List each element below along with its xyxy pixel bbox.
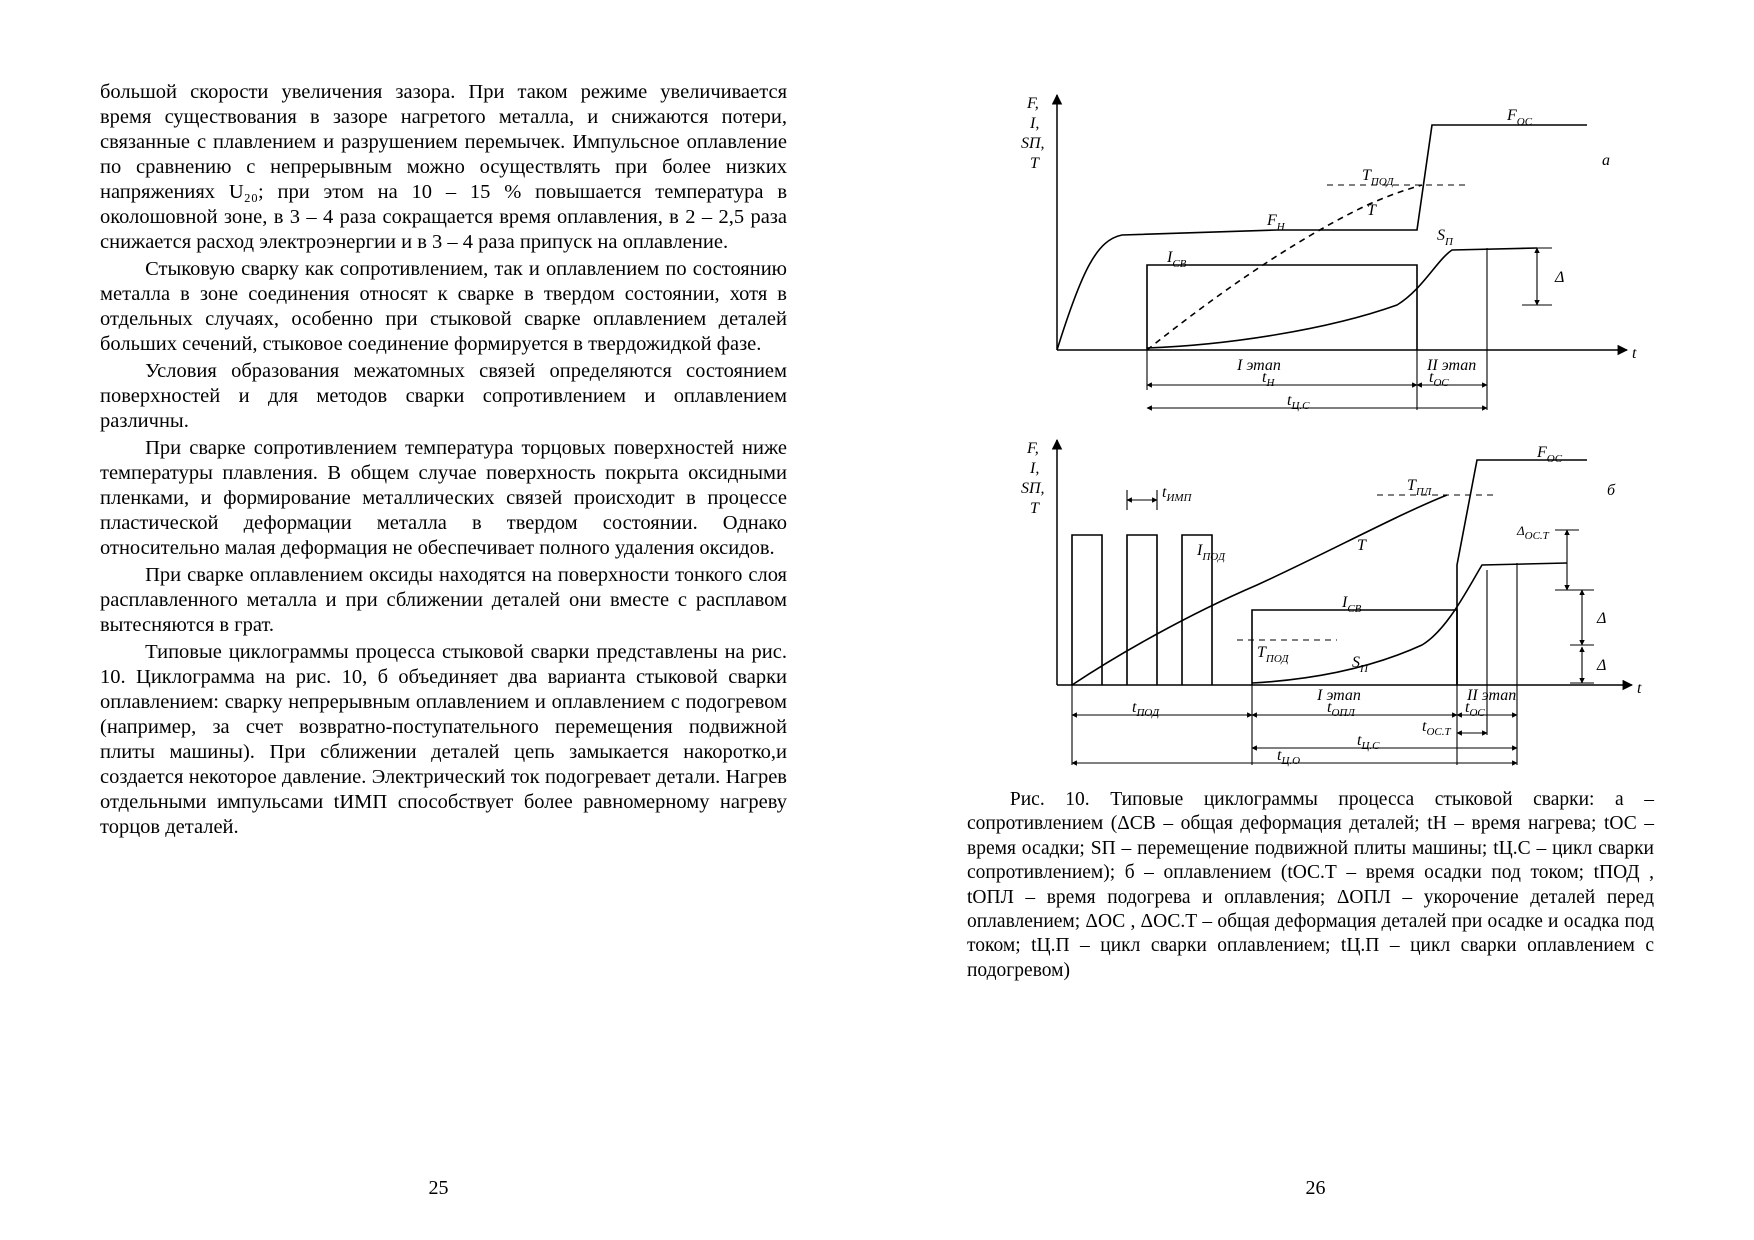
panel-a-label: а <box>1602 152 1610 169</box>
svg-text:I этап: I этап <box>1236 357 1281 374</box>
ylabel-T: T <box>1030 155 1040 172</box>
svg-text:Δ: Δ <box>1596 610 1606 627</box>
svg-text:FОС: FОС <box>1536 444 1563 465</box>
svg-text:F,: F, <box>1026 440 1039 457</box>
page-spread: большой скорости увеличения зазора. При … <box>0 0 1754 1240</box>
caption-text: Рис. 10. Типовые циклограммы процесса ст… <box>967 788 1654 983</box>
ylabel-I: I, <box>1029 115 1039 132</box>
svg-text:tИМП: tИМП <box>1162 484 1193 504</box>
svg-text:I этап: I этап <box>1316 687 1361 704</box>
page-right: F, I, SП, T t а FОС FН IСВ T <box>877 0 1754 1240</box>
svg-text:tОС.Т: tОС.Т <box>1422 718 1451 738</box>
svg-text:II этап: II этап <box>1466 687 1516 704</box>
svg-text:SП: SП <box>1352 654 1369 675</box>
svg-text:Δ: Δ <box>1596 657 1606 674</box>
figure-10: F, I, SП, T t а FОС FН IСВ T <box>967 80 1654 770</box>
svg-text:tПОД: tПОД <box>1132 699 1160 719</box>
para-4: При сварке сопротивлением температура то… <box>100 436 787 561</box>
svg-text:SП: SП <box>1437 227 1454 248</box>
svg-text:ΔОС.Т: ΔОС.Т <box>1516 523 1550 542</box>
para-5: При сварке оплавлением оксиды находятся … <box>100 563 787 638</box>
svg-text:tЦ.С: tЦ.С <box>1287 392 1310 412</box>
svg-text:TПОД: TПОД <box>1257 644 1290 665</box>
ylabel-S: SП, <box>1021 135 1045 152</box>
ylabel-F: F, <box>1026 95 1039 112</box>
svg-text:T: T <box>1367 202 1377 219</box>
figure fig-caption: Рис. 10. Типовые циклограммы процесса ст… <box>967 788 1654 983</box>
svg-text:IСВ: IСВ <box>1341 594 1362 615</box>
page-left: большой скорости увеличения зазора. При … <box>0 0 877 1240</box>
svg-text:IПОД: IПОД <box>1196 542 1226 563</box>
page-number-right: 26 <box>877 1177 1754 1200</box>
svg-text:t: t <box>1637 680 1642 697</box>
svg-text:tЦ.С: tЦ.С <box>1357 732 1380 752</box>
page-number-left: 25 <box>0 1177 877 1200</box>
para-2: Стыковую сварку как сопротивлением, так … <box>100 257 787 357</box>
svg-text:tЦ.О: tЦ.О <box>1277 747 1300 767</box>
xlabel-t: t <box>1632 345 1637 362</box>
svg-text:T: T <box>1030 500 1040 517</box>
para-6: Типовые циклограммы процесса стыковой св… <box>100 640 787 840</box>
svg-text:Δ: Δ <box>1554 269 1564 286</box>
para-1: большой скорости увеличения зазора. При … <box>100 80 787 255</box>
svg-text:TПОД: TПОД <box>1362 167 1395 188</box>
svg-text:б: б <box>1607 482 1616 499</box>
svg-text:T: T <box>1357 537 1367 554</box>
left-text-block: большой скорости увеличения зазора. При … <box>100 80 787 842</box>
svg-text:IСВ: IСВ <box>1166 249 1187 270</box>
cyclogram-svg: F, I, SП, T t а FОС FН IСВ T <box>967 80 1657 770</box>
svg-text:SП,: SП, <box>1021 480 1045 497</box>
panel-b: F, I, SП, T t б IПОД tИМП <box>1021 440 1642 767</box>
svg-text:I,: I, <box>1029 460 1039 477</box>
para-3: Условия образования межатомных связей оп… <box>100 359 787 434</box>
panel-a: F, I, SП, T t а FОС FН IСВ T <box>1021 95 1637 412</box>
svg-text:II этап: II этап <box>1426 357 1476 374</box>
